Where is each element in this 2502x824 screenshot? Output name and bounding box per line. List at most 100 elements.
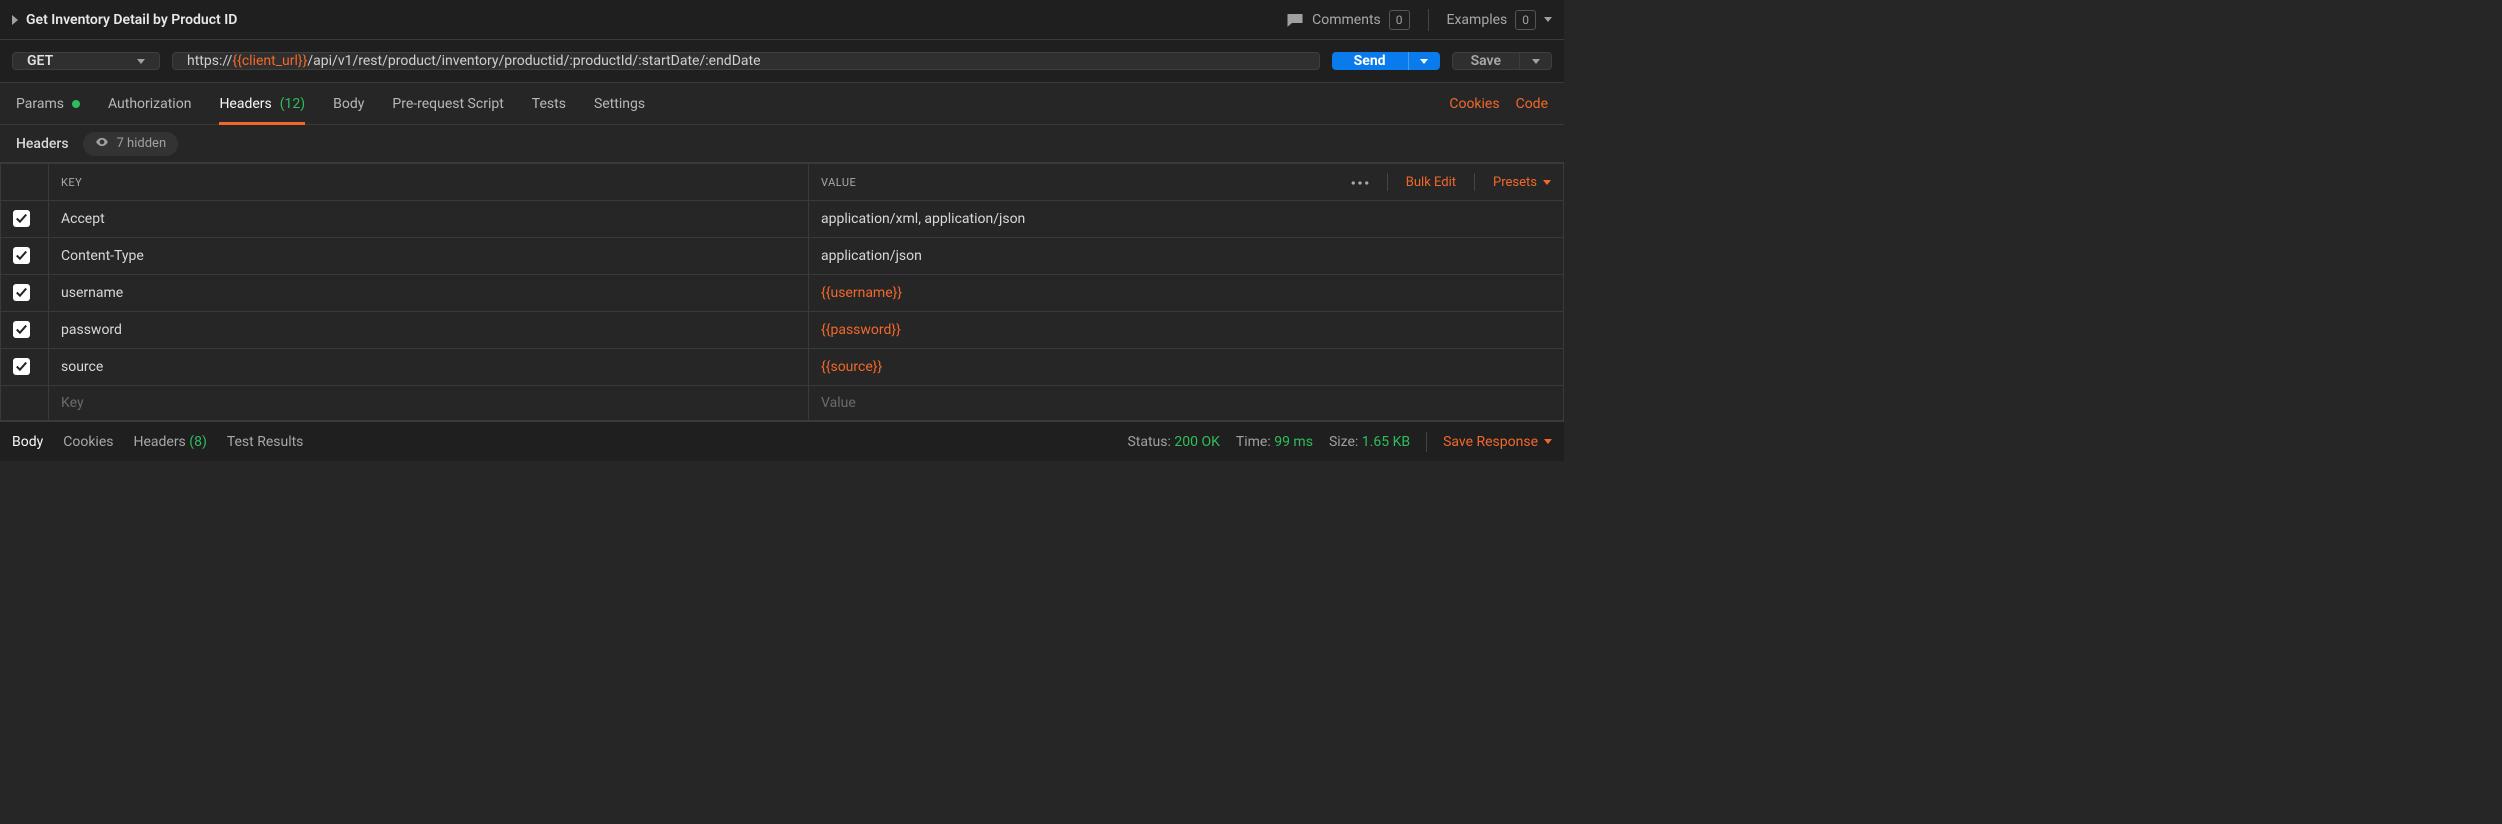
chevron-down-icon <box>137 59 145 64</box>
more-options-button[interactable] <box>1351 176 1369 189</box>
response-headers-count: (8) <box>189 434 207 450</box>
tab-label: Settings <box>594 96 645 112</box>
save-button[interactable]: Save <box>1453 53 1519 69</box>
row-checkbox[interactable] <box>13 321 30 338</box>
status-value: 200 OK <box>1174 434 1220 450</box>
save-response-button[interactable]: Save Response <box>1443 434 1552 450</box>
time-readout: Time: 99 ms <box>1236 434 1313 450</box>
examples-label: Examples <box>1447 12 1508 28</box>
response-tab-test-results[interactable]: Test Results <box>227 434 304 450</box>
table-row: Acceptapplication/xml, application/json <box>1 201 1564 238</box>
hidden-headers-text: 7 hidden <box>117 136 167 151</box>
response-tab-cookies[interactable]: Cookies <box>63 434 113 450</box>
presets-dropdown[interactable]: Presets <box>1493 175 1551 190</box>
table-row: source{{source}} <box>1 349 1564 386</box>
row-checkbox[interactable] <box>13 247 30 264</box>
url-input[interactable]: https://{{client_url}}/api/v1/rest/produ… <box>172 52 1320 70</box>
value-header-text: VALUE <box>821 176 856 189</box>
size-label: Size: <box>1329 434 1358 450</box>
tab-pre-request-script[interactable]: Pre-request Script <box>392 83 503 124</box>
header-value-cell[interactable]: {{source}} <box>809 349 1564 386</box>
divider <box>1474 173 1475 191</box>
chevron-down-icon <box>1544 17 1552 22</box>
expand-icon[interactable] <box>12 15 18 25</box>
key-input[interactable]: Key <box>49 386 809 421</box>
save-response-label: Save Response <box>1443 434 1538 450</box>
tab-body[interactable]: Body <box>333 83 364 124</box>
tab-settings[interactable]: Settings <box>594 83 645 124</box>
method-value: GET <box>27 53 53 69</box>
key-column-header: KEY <box>49 164 809 201</box>
header-key-cell[interactable]: Accept <box>49 201 809 238</box>
chevron-down-icon <box>1532 59 1540 64</box>
comments-icon <box>1286 12 1304 28</box>
header-value-cell[interactable]: {{password}} <box>809 312 1564 349</box>
tab-label: Params <box>16 96 64 112</box>
response-tab-body[interactable]: Body <box>12 434 43 450</box>
send-dropdown-button[interactable] <box>1408 52 1440 70</box>
url-variable: {{client_url}} <box>232 53 307 69</box>
tab-label: Authorization <box>108 96 191 112</box>
divider <box>1426 432 1427 452</box>
status-label: Status: <box>1127 434 1170 450</box>
header-key-cell[interactable]: Content-Type <box>49 238 809 275</box>
chevron-down-icon <box>1544 439 1552 444</box>
examples-count: 0 <box>1515 10 1536 30</box>
header-value-cell[interactable]: {{username}} <box>809 275 1564 312</box>
value-column-header: VALUE Bulk Edit Presets <box>809 164 1564 201</box>
chevron-down-icon <box>1420 59 1428 64</box>
examples-button[interactable]: Examples 0 <box>1447 10 1552 30</box>
tab-tests[interactable]: Tests <box>532 83 566 124</box>
header-key-cell[interactable]: username <box>49 275 809 312</box>
tab-count: (12) <box>280 96 305 112</box>
save-dropdown-button[interactable] <box>1519 53 1551 69</box>
eye-icon <box>95 135 109 153</box>
tab-label: Body <box>333 96 364 112</box>
table-row: password{{password}} <box>1 312 1564 349</box>
cookies-link[interactable]: Cookies <box>1449 96 1499 112</box>
divider <box>1387 173 1388 191</box>
size-value: 1.65 KB <box>1362 434 1410 450</box>
header-key-cell[interactable]: password <box>49 312 809 349</box>
tab-label: Headers <box>219 96 271 112</box>
comments-button[interactable]: Comments 0 <box>1286 10 1409 30</box>
size-readout: Size: 1.65 KB <box>1329 434 1410 450</box>
request-name: Get Inventory Detail by Product ID <box>26 12 237 28</box>
indicator-dot-icon <box>72 100 80 108</box>
url-prefix: https:// <box>187 53 232 69</box>
tab-label: Tests <box>532 96 566 112</box>
response-tab-headers[interactable]: Headers (8) <box>133 434 206 450</box>
tab-label: Pre-request Script <box>392 96 503 112</box>
url-suffix: /api/v1/rest/product/inventory/productid… <box>307 53 760 69</box>
tab-params[interactable]: Params <box>16 83 80 124</box>
table-row: Content-Typeapplication/json <box>1 238 1564 275</box>
tab-authorization[interactable]: Authorization <box>108 83 191 124</box>
comments-label: Comments <box>1312 12 1381 28</box>
headers-table: KEY VALUE Bulk Edit Presets <box>0 163 1564 421</box>
header-key-cell[interactable]: source <box>49 349 809 386</box>
headers-section-label: Headers <box>16 136 69 152</box>
response-headers-label: Headers <box>133 434 185 450</box>
checkbox-column-header <box>1 164 49 201</box>
value-input[interactable]: Value <box>809 386 1564 421</box>
header-value-cell[interactable]: application/json <box>809 238 1564 275</box>
comments-count: 0 <box>1389 10 1410 30</box>
row-checkbox[interactable] <box>13 358 30 375</box>
row-checkbox[interactable] <box>13 284 30 301</box>
tab-headers[interactable]: Headers (12) <box>219 83 305 124</box>
row-checkbox[interactable] <box>13 210 30 227</box>
hidden-headers-pill[interactable]: 7 hidden <box>83 132 179 156</box>
method-select[interactable]: GET <box>12 52 160 70</box>
header-value-cell[interactable]: application/xml, application/json <box>809 201 1564 238</box>
presets-label: Presets <box>1493 175 1537 190</box>
status-readout: Status: 200 OK <box>1127 434 1219 450</box>
table-row: username{{username}} <box>1 275 1564 312</box>
chevron-down-icon <box>1543 180 1551 185</box>
divider <box>1428 9 1429 31</box>
table-row-empty: KeyValue <box>1 386 1564 421</box>
send-button[interactable]: Send <box>1332 52 1408 70</box>
time-label: Time: <box>1236 434 1271 450</box>
time-value: 99 ms <box>1274 434 1313 450</box>
bulk-edit-link[interactable]: Bulk Edit <box>1406 175 1456 190</box>
code-link[interactable]: Code <box>1516 96 1548 112</box>
